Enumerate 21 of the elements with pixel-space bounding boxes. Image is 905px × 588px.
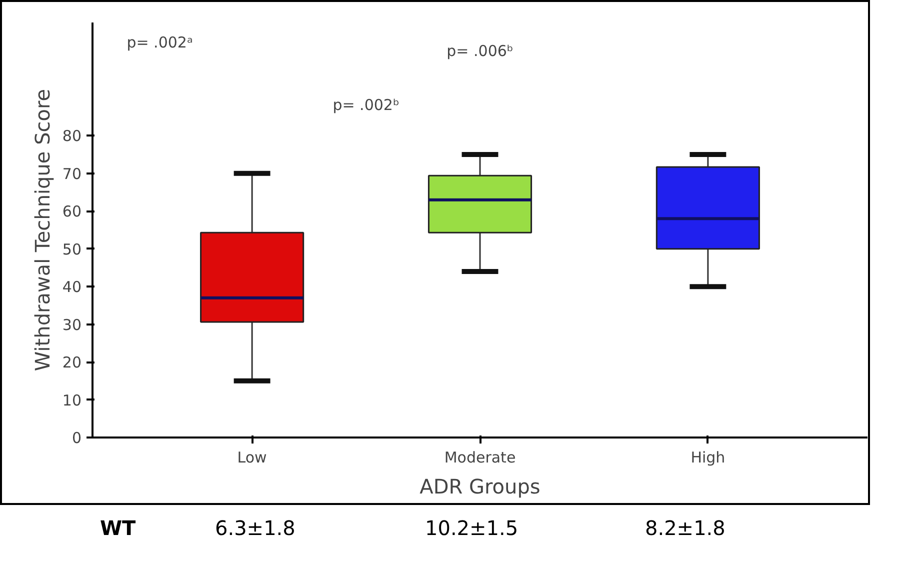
text: 6.3±1.8 <box>215 515 296 542</box>
x-tick-label: Low <box>237 448 267 466</box>
y-tick-label: 70 <box>62 164 82 183</box>
y-tick-label: 0 <box>72 429 82 447</box>
text: 10.2±1.5 <box>425 515 518 542</box>
y-tick-label: 10 <box>62 391 82 410</box>
y-tick-label: 40 <box>62 278 82 296</box>
x-tick-label: Moderate <box>444 448 516 466</box>
annotation: p= .002ᵇ <box>332 96 400 114</box>
y-tick-label: 60 <box>62 202 82 221</box>
y-tick-label: 30 <box>62 316 82 334</box>
text: 8.2±1.8 <box>645 515 726 542</box>
x-tick-label: High <box>690 448 726 466</box>
y-tick-label: 80 <box>62 127 82 146</box>
y-axis-title: Withdrawal Technique Score <box>30 88 54 372</box>
annotation: p= .002ᵃ <box>126 34 193 52</box>
y-tick-label: 50 <box>62 240 82 258</box>
x-axis-title: ADR Groups <box>420 474 540 498</box>
text: WT <box>100 515 136 542</box>
y-tick-label: 20 <box>62 354 82 372</box>
annotation: p= .006ᵇ <box>446 42 514 60</box>
